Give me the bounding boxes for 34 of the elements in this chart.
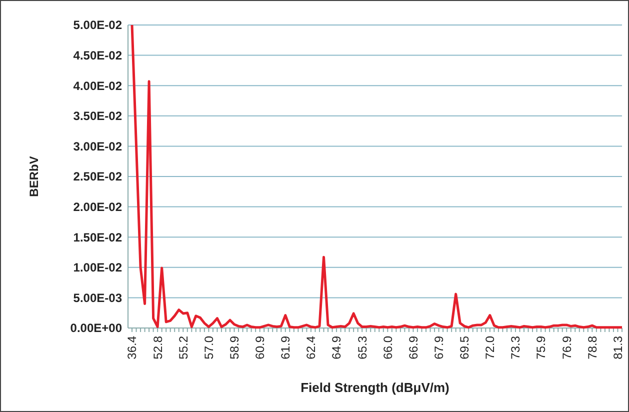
y-tick-label: 5.00E-02 (73, 18, 122, 32)
y-tick-label: 2.50E-02 (73, 170, 122, 184)
x-tick-label: 66.9 (406, 336, 420, 360)
x-tick-label: 57.0 (202, 336, 216, 360)
x-tick-label: 60.9 (253, 336, 268, 360)
x-tick-label: 62.4 (304, 336, 318, 360)
y-tick-label: 5.00E-03 (73, 290, 122, 305)
x-tick-label: 58.9 (227, 336, 242, 360)
y-axis-title: BERbV (27, 156, 41, 197)
y-tick-label: 4.50E-02 (73, 48, 122, 62)
x-tick-label: 36.4 (125, 336, 140, 360)
y-tick-label: 4.00E-02 (73, 78, 122, 93)
y-tick-label: 3.00E-02 (73, 139, 122, 154)
x-tick-label: 76.9 (560, 336, 574, 360)
x-tick-label: 55.2 (176, 336, 190, 360)
x-tick-label: 65.3 (355, 336, 370, 360)
x-tick-label: 52.8 (150, 336, 165, 360)
line-series (130, 24, 624, 329)
x-tick-label: 69.5 (458, 336, 472, 360)
x-tick-label: 81.3 (610, 336, 625, 360)
x-tick-label: 78.8 (585, 336, 600, 360)
y-tick-label: 3.50E-02 (73, 109, 122, 124)
y-tick-label: 1.00E-02 (73, 260, 122, 275)
x-tick-label: 64.9 (330, 336, 344, 360)
y-tick-label: 0.00E+00 (70, 321, 122, 336)
y-tick-label: 1.50E-02 (73, 230, 122, 244)
x-tick-label: 61.9 (278, 336, 293, 360)
x-axis-title: Field Strength (dBμV/m) (300, 380, 450, 395)
x-tick-label: 75.9 (534, 336, 548, 360)
x-tick-label: 72.0 (483, 336, 498, 360)
x-tick-label: 73.3 (508, 336, 523, 360)
x-tick-label: 67.9 (432, 336, 446, 360)
y-tick-label: 2.00E-02 (73, 200, 122, 214)
x-tick-label: 66.0 (380, 336, 395, 360)
